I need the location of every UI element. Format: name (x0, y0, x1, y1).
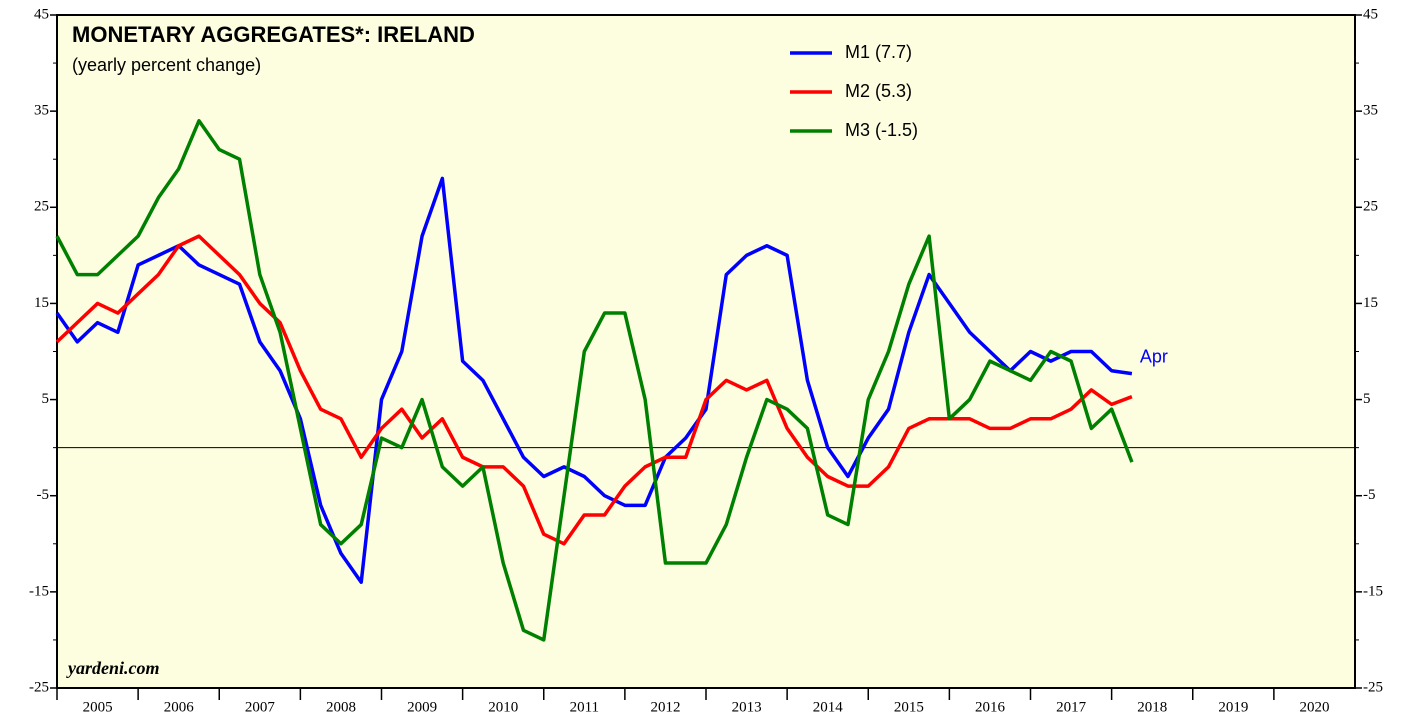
y2-tick-label: -15 (1363, 583, 1383, 599)
x-tick-label: 2006 (164, 699, 195, 715)
y2-tick-label: 25 (1363, 199, 1378, 215)
y2-tick-label: 35 (1363, 103, 1378, 119)
x-tick-label: 2019 (1218, 699, 1248, 715)
y-tick-label: 15 (34, 295, 49, 311)
x-tick-label: 2011 (570, 699, 599, 715)
y-tick-label: -5 (37, 487, 50, 503)
x-tick-label: 2018 (1137, 699, 1167, 715)
y-tick-label: -15 (29, 583, 49, 599)
chart-title: MONETARY AGGREGATES*: IRELAND (72, 22, 475, 47)
source: yardeni.com (66, 658, 160, 678)
y-tick-label: 5 (42, 391, 50, 407)
x-tick-label: 2013 (732, 699, 762, 715)
x-tick-label: 2007 (245, 699, 276, 715)
y-tick-label: 45 (34, 6, 49, 22)
x-tick-label: 2012 (650, 699, 680, 715)
y2-tick-label: 15 (1363, 295, 1378, 311)
y-tick-label: 35 (34, 103, 49, 119)
x-tick-label: 2020 (1299, 699, 1329, 715)
x-tick-label: 2016 (975, 699, 1006, 715)
y2-tick-label: 5 (1363, 391, 1371, 407)
y2-tick-label: 45 (1363, 6, 1378, 22)
series-line (55, 176, 1133, 584)
series-line (55, 119, 1134, 642)
legend-label: M1 (7.7) (845, 42, 912, 62)
plot-area (56, 14, 1356, 689)
x-tick-label: 2008 (326, 699, 356, 715)
y-tick-label: 25 (34, 199, 49, 215)
x-tick-label: 2010 (488, 699, 518, 715)
x-tick-label: 2014 (813, 699, 844, 715)
legend-label: M3 (-1.5) (845, 120, 918, 140)
x-tick-label: 2005 (83, 699, 113, 715)
y-tick-label: -25 (29, 679, 49, 695)
x-tick-label: 2015 (894, 699, 924, 715)
annotation: Apr (1140, 346, 1168, 366)
chart-subtitle: (yearly percent change) (72, 55, 261, 75)
x-tick-label: 2017 (1056, 699, 1087, 715)
y2-tick-label: -5 (1363, 487, 1376, 503)
y2-tick-label: -25 (1363, 679, 1383, 695)
legend-label: M2 (5.3) (845, 81, 912, 101)
x-tick-label: 2009 (407, 699, 437, 715)
series-line (55, 234, 1133, 546)
